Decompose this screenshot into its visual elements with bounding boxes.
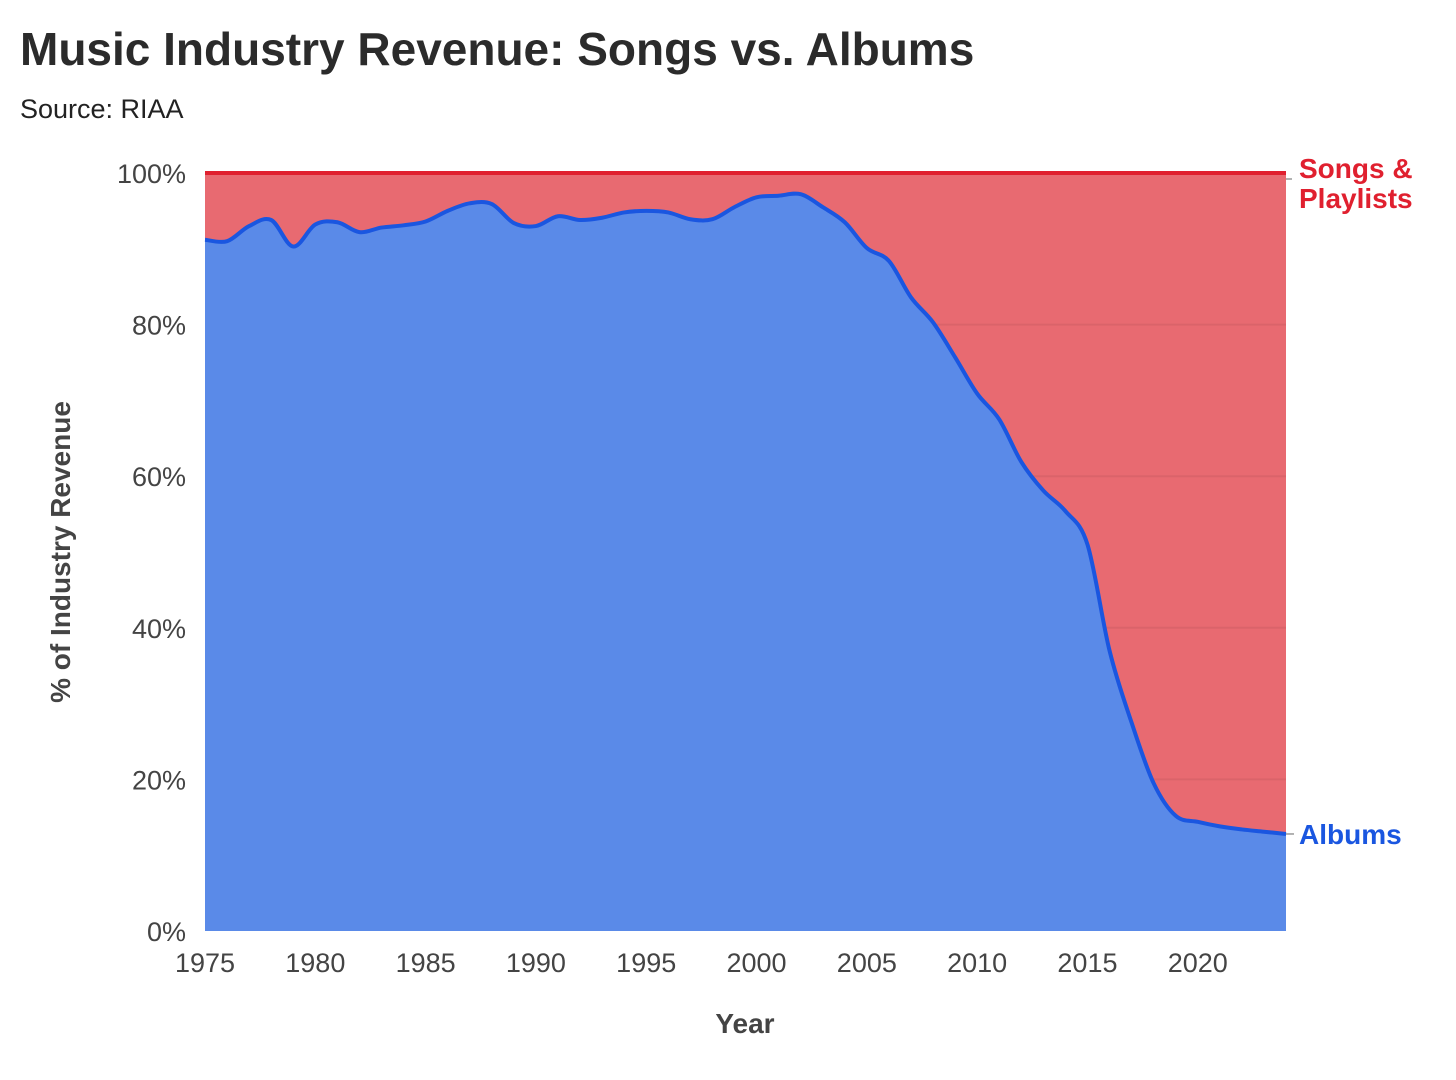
x-tick-label: 1975 [175,948,235,978]
songs-playlists-label-line2: Playlists [1299,183,1413,214]
chart-subtitle: Source: RIAA [20,94,184,124]
x-tick-label: 2015 [1057,948,1117,978]
songs-playlists-label: Songs & Playlists [1299,153,1420,214]
x-axis-ticks: 1975 1980 1985 1990 1995 2000 2005 2010 2015 2020 [175,948,1228,978]
y-axis-title: % of Industry Revenue [45,401,76,703]
x-tick-label: 2005 [837,948,897,978]
x-tick-label: 1995 [616,948,676,978]
chart-title: Music Industry Revenue: Songs vs. Albums [20,23,975,75]
x-tick-label: 2000 [726,948,786,978]
x-tick-label: 1990 [506,948,566,978]
x-axis-title: Year [715,1008,774,1039]
x-tick-label: 1985 [396,948,456,978]
y-tick-label: 0% [147,917,186,947]
x-tick-label: 1980 [285,948,345,978]
albums-label: Albums [1299,819,1402,850]
plot-area [204,171,1294,931]
y-tick-label: 80% [132,311,186,341]
x-tick-label: 2020 [1168,948,1228,978]
albums-area [205,193,1286,931]
y-tick-label: 100% [117,159,186,189]
y-tick-label: 40% [132,614,186,644]
y-axis-ticks: 0% 20% 40% 60% 80% 100% [117,159,186,947]
albums-line [204,191,1287,836]
y-tick-label: 20% [132,765,186,795]
y-tick-label: 60% [132,462,186,492]
x-tick-label: 2010 [947,948,1007,978]
songs-playlists-label-line1: Songs & [1299,153,1413,184]
